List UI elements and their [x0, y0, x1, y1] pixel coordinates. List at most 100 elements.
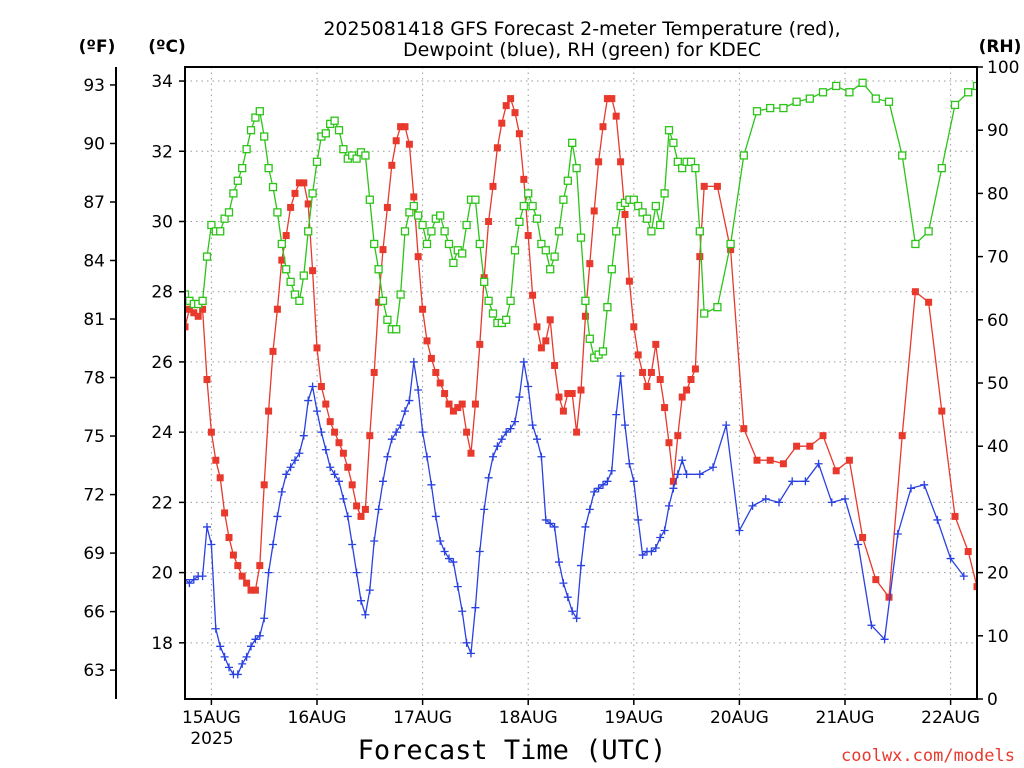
chart-title-line1: 2025081418 GFS Forecast 2-meter Temperat…	[323, 18, 840, 40]
rh-point	[532, 214, 542, 223]
dewpoint-point	[528, 421, 537, 430]
rh-point	[392, 325, 401, 334]
dewpoint-point	[673, 470, 682, 479]
temperature-point	[185, 323, 189, 331]
temperature-point	[859, 533, 867, 541]
rh-point	[686, 157, 696, 166]
credit-text: coolwx.com/models	[841, 746, 1015, 766]
dewpoint-point	[418, 428, 427, 437]
temperature-point	[656, 375, 664, 383]
x-tick-label: 22AUG	[921, 708, 980, 728]
rh-point	[612, 227, 621, 236]
rh-point	[669, 138, 678, 147]
temperature-point	[300, 179, 308, 187]
temperature-point	[379, 246, 387, 254]
rh-point	[651, 201, 660, 211]
temperature-point	[454, 404, 462, 412]
dewpoint-point	[436, 537, 445, 545]
temperature-point	[595, 158, 603, 166]
temperature-point	[436, 379, 444, 387]
rh-point	[295, 296, 304, 305]
rh-point	[484, 296, 493, 305]
rh-point	[312, 157, 322, 166]
rh-point	[766, 103, 775, 113]
temperature-point	[806, 442, 814, 450]
rh-point	[656, 220, 665, 230]
dewpoint-point	[286, 463, 295, 472]
fahrenheit-tick-label: 84	[83, 252, 105, 272]
temperature-point	[326, 418, 334, 426]
dewpoint-point	[506, 424, 515, 433]
rh-point	[471, 195, 480, 204]
rh-point	[198, 296, 207, 305]
temperature-point	[344, 463, 352, 471]
fahrenheit-tick-label: 87	[83, 193, 105, 213]
dewpoint-point	[343, 512, 352, 521]
temperature-point	[502, 102, 510, 110]
dewpoint-point	[568, 607, 577, 616]
x-tick-label: 20AUG	[710, 708, 769, 728]
rh-tick-label: 50	[987, 374, 1009, 394]
rh-point	[568, 138, 577, 147]
rh-line	[185, 81, 977, 359]
dewpoint-point	[555, 558, 563, 567]
temperature-point	[511, 109, 519, 117]
dewpoint-point	[656, 533, 665, 542]
celsius-tick-label: 24	[151, 423, 173, 443]
dewpoint-point	[585, 505, 594, 514]
temperature-point	[256, 562, 264, 570]
rh-point	[871, 94, 880, 103]
temperature-point	[463, 428, 471, 436]
dewpoint-point	[629, 477, 638, 486]
temperature-point	[229, 551, 237, 559]
temperature-point	[546, 316, 554, 324]
temperature-point	[639, 368, 647, 376]
dewpoint-point	[581, 522, 590, 531]
temperature-point	[493, 144, 501, 152]
dewpoint-point	[907, 484, 915, 493]
temperature-point	[793, 442, 801, 450]
dewpoint-point	[216, 642, 225, 651]
temperature-point	[243, 579, 251, 587]
dewpoint-point	[211, 624, 220, 633]
rh-point	[911, 239, 920, 249]
rh-point	[924, 227, 933, 236]
dewpoint-point	[511, 417, 519, 426]
rh-point	[559, 195, 568, 204]
dewpoint-point	[291, 456, 299, 465]
rh-point	[216, 227, 225, 236]
temperature-point	[212, 456, 220, 464]
dewpoint-point	[203, 522, 211, 531]
dewpoint-point	[431, 512, 440, 521]
dewpoint-point	[405, 396, 414, 405]
rh-point	[370, 239, 379, 249]
rh-axis-label: (RH)	[979, 37, 1022, 57]
temperature-point	[405, 140, 413, 148]
rh-point	[378, 296, 388, 305]
fahrenheit-tick-label: 75	[83, 427, 105, 447]
temperature-point	[397, 123, 405, 131]
x-tick-label: 16AUG	[288, 708, 347, 728]
temperature-point	[674, 432, 682, 440]
temperature-point	[238, 572, 246, 580]
rh-point	[541, 246, 550, 255]
dewpoint-point	[339, 494, 348, 503]
dewpoint-point	[946, 554, 955, 563]
celsius-tick-label: 32	[151, 142, 173, 162]
dewpoint-point	[594, 484, 603, 493]
fahrenheit-axis-label: (ºF)	[79, 37, 116, 57]
dewpoint-point	[665, 501, 673, 510]
rh-point	[308, 189, 317, 198]
temperature-point	[260, 481, 268, 489]
rh-point	[255, 107, 264, 116]
temperature-point	[898, 432, 906, 440]
rh-point	[361, 151, 370, 160]
dewpoint-point	[537, 452, 546, 461]
rh-point	[220, 214, 229, 223]
temperature-point	[265, 407, 273, 415]
dewpoint-point	[321, 445, 330, 454]
temperature-point	[515, 130, 523, 138]
rh-point	[400, 227, 410, 236]
dewpoint-point	[273, 512, 282, 521]
dewpoint-point	[761, 494, 770, 503]
